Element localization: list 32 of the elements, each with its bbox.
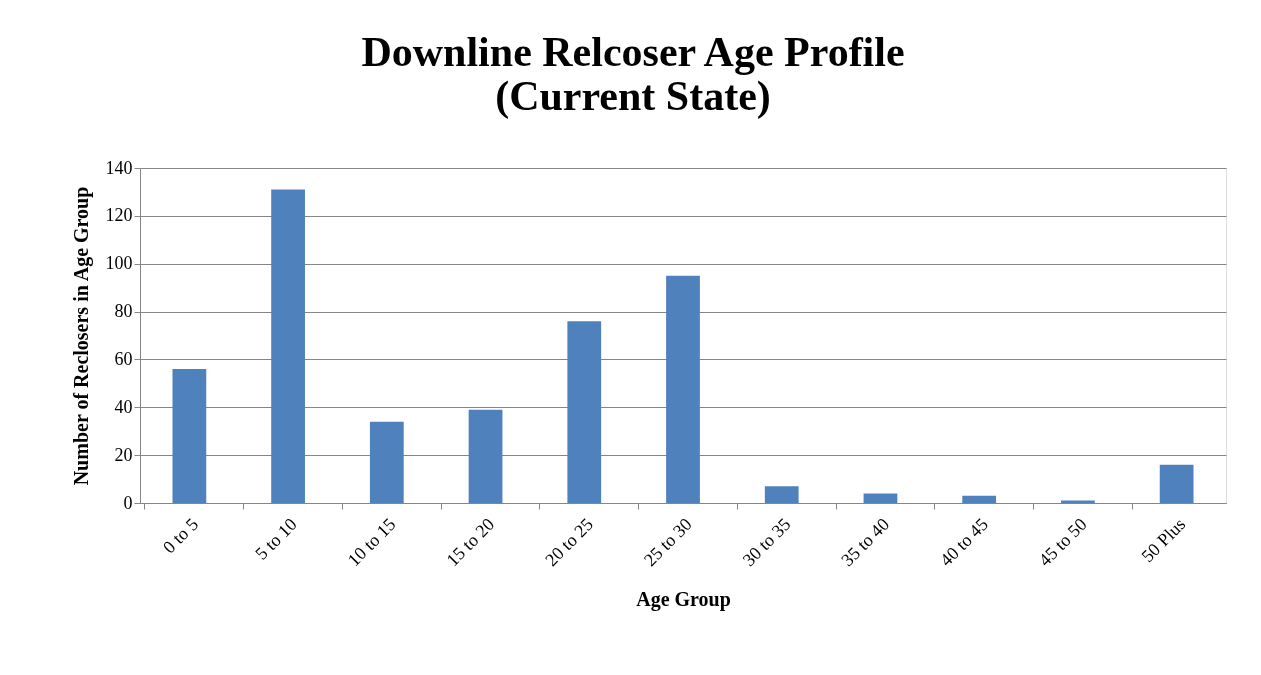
y-tick-label: 140 xyxy=(105,157,133,178)
x-tick-label: 40 to 45 xyxy=(936,514,992,570)
x-tick-label: 5 to 10 xyxy=(251,514,301,564)
bar xyxy=(962,495,997,503)
x-tick-label: 15 to 20 xyxy=(442,514,499,570)
bar xyxy=(666,275,700,503)
x-axis-title: Age Group xyxy=(636,587,731,611)
text: Downline Relcoser Age Profile xyxy=(361,29,905,75)
x-tick-label: 35 to 40 xyxy=(837,514,894,570)
bar xyxy=(764,486,799,503)
x-tick-label: 10 to 15 xyxy=(343,514,400,570)
bar xyxy=(369,421,404,503)
y-tick-label: 80 xyxy=(114,301,133,322)
y-tick-label: 60 xyxy=(114,348,133,369)
x-tick-label: 20 to 25 xyxy=(541,514,597,570)
y-tick-label: 40 xyxy=(114,396,133,417)
bar xyxy=(863,493,898,503)
bar xyxy=(567,321,602,503)
y-axis-title: Number of Reclosers in Age Group xyxy=(69,186,93,486)
bar xyxy=(468,409,503,503)
bar xyxy=(271,189,305,503)
y-tick-label: 100 xyxy=(105,253,133,274)
x-tick-label: 50 Plus xyxy=(1137,514,1190,567)
bar xyxy=(172,369,207,503)
x-tick-label: 45 to 50 xyxy=(1034,514,1091,570)
y-tick-label: 20 xyxy=(114,444,133,465)
bar xyxy=(1159,464,1194,503)
y-tick-label: 0 xyxy=(123,492,133,513)
y-tick-label: 120 xyxy=(105,205,133,226)
x-tick-label: 0 to 5 xyxy=(158,514,203,558)
x-tick-label: 30 to 35 xyxy=(738,514,795,570)
x-tick-label: 25 to 30 xyxy=(639,514,696,570)
